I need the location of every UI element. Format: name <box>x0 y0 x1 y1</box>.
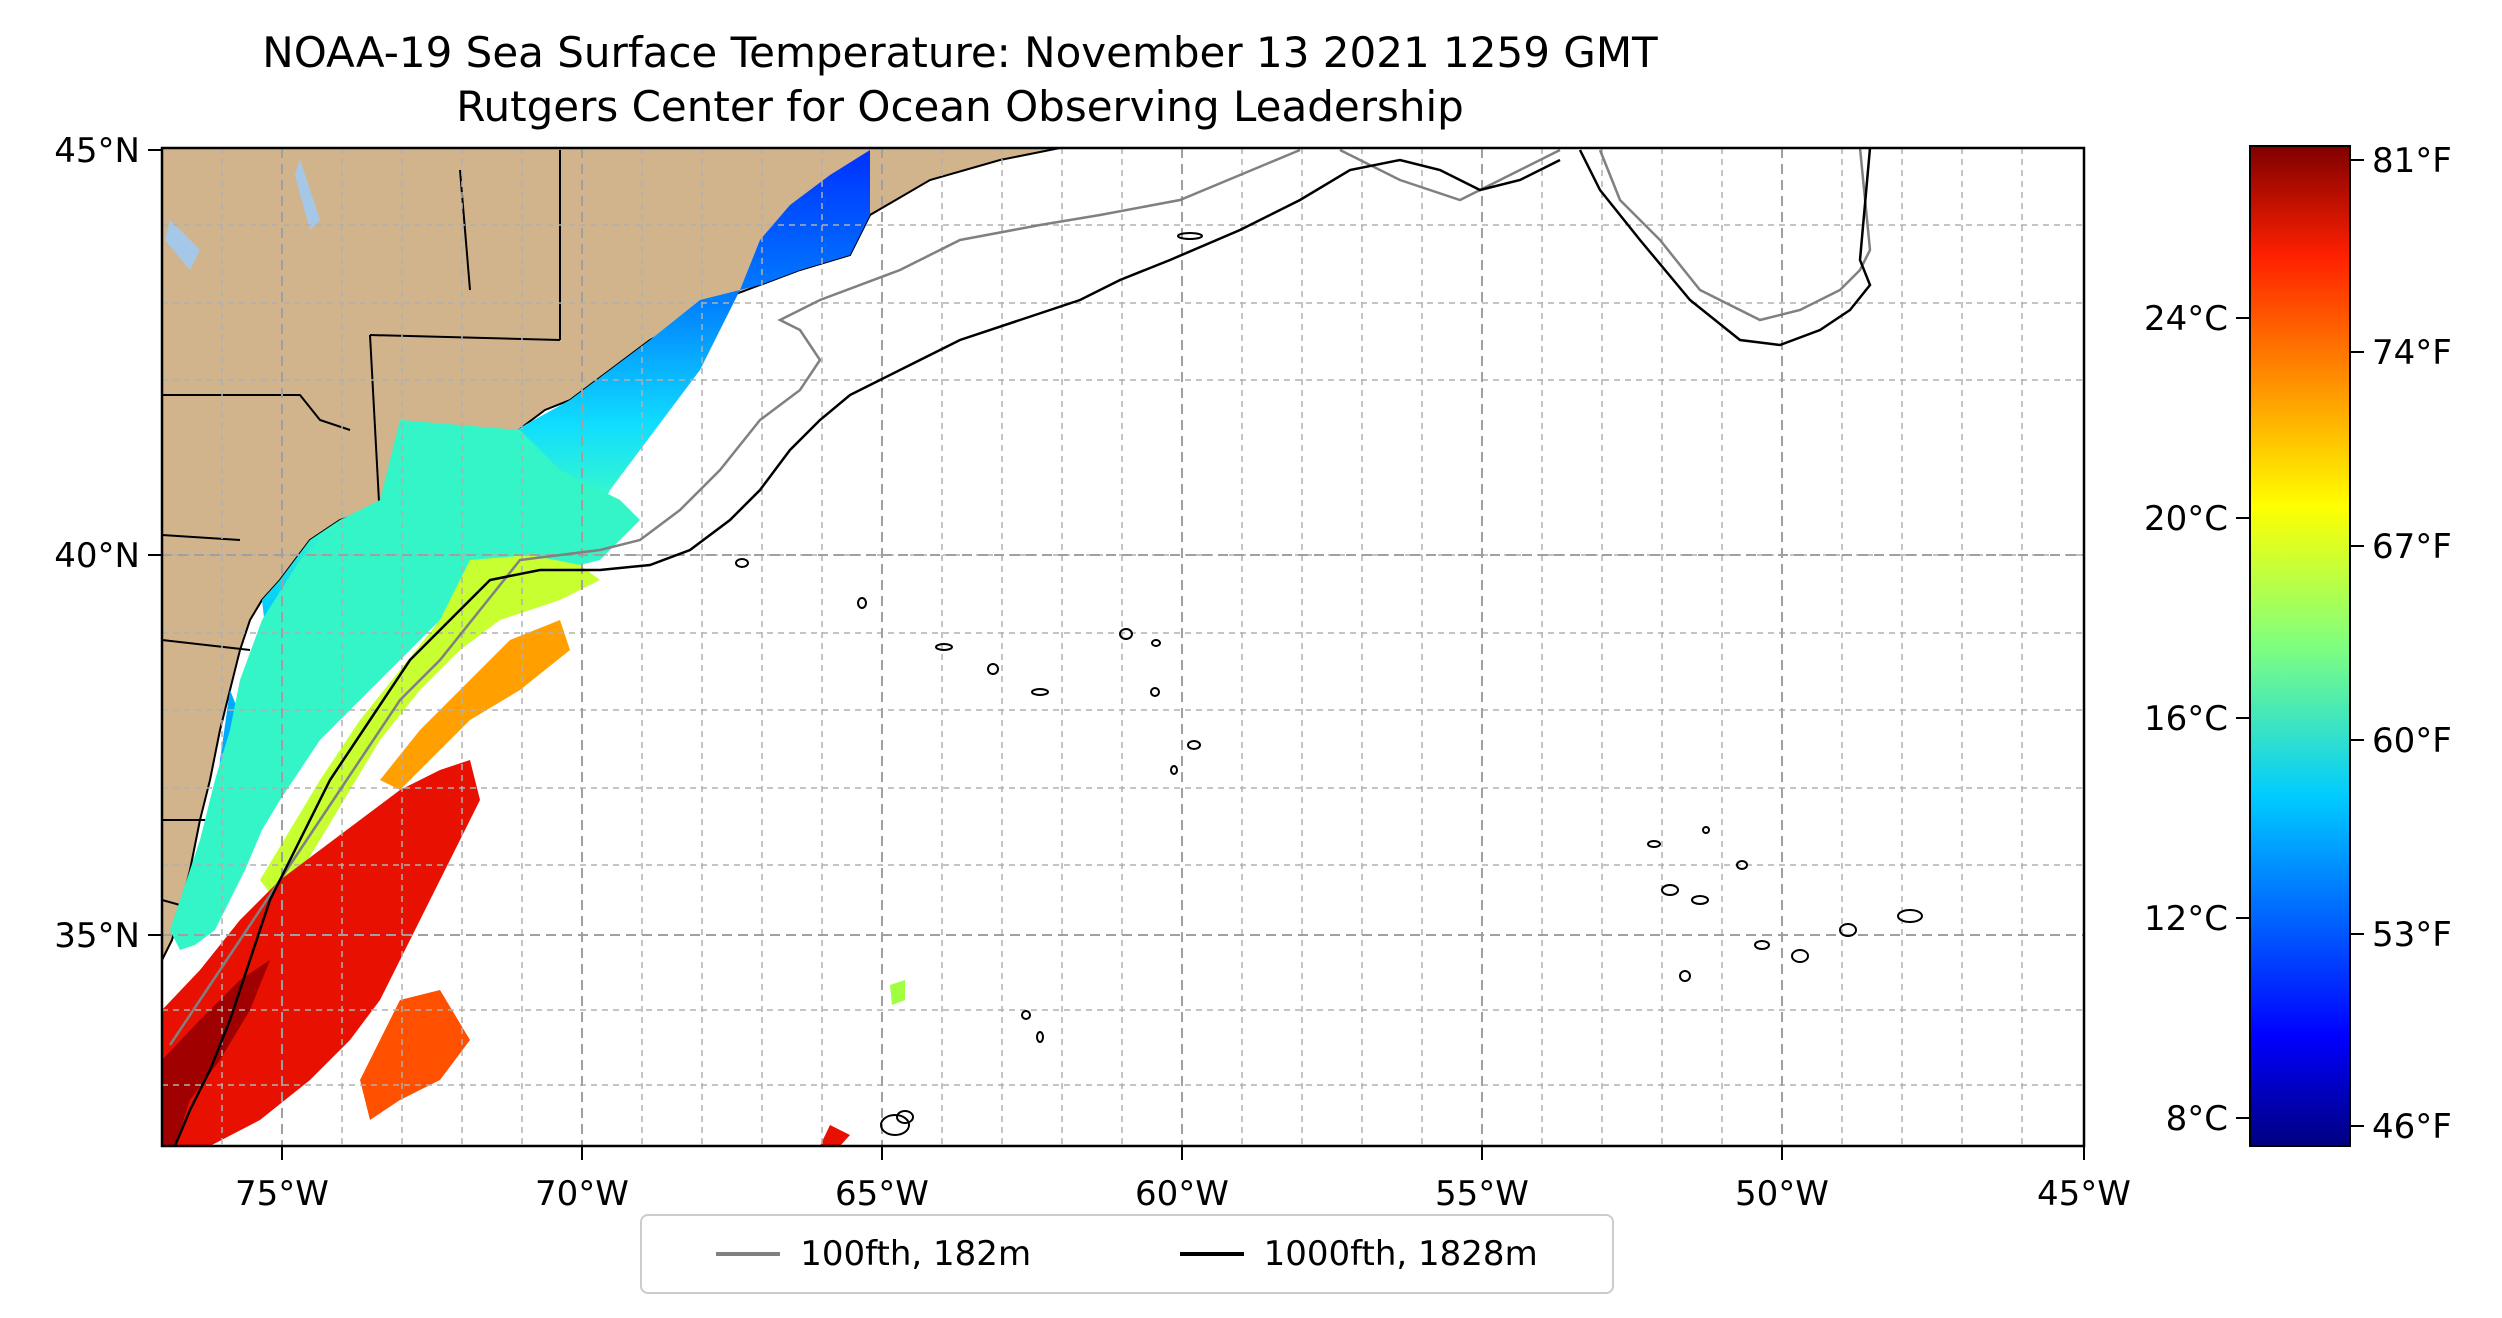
colorbar-ticks <box>2236 159 2364 1127</box>
colorbar-celsius-label: 12°C <box>2144 899 2228 939</box>
map-subtitle: Rutgers Center for Ocean Observing Leade… <box>456 82 1464 131</box>
map-frame <box>160 146 2086 1148</box>
colorbar-celsius-label: 16°C <box>2144 699 2228 739</box>
sst-shelf-region <box>170 420 640 950</box>
sst-eddy <box>360 990 470 1120</box>
legend-item-1000fth: 1000fth, 1828m <box>1179 1234 1538 1274</box>
lon-tick-label: 65°W <box>835 1174 929 1214</box>
map-title: NOAA-19 Sea Surface Temperature: Novembe… <box>262 28 1658 77</box>
colorbar-celsius-label: 24°C <box>2144 299 2228 339</box>
lon-tick-label: 70°W <box>535 1174 629 1214</box>
colorbar-fahrenheit-label: 67°F <box>2372 527 2452 567</box>
legend-item-100fth: 100fth, 182m <box>716 1234 1031 1274</box>
lon-tick-label: 45°W <box>2037 1174 2131 1214</box>
contour-legend: 100fth, 182m 1000fth, 1828m <box>640 1214 1614 1294</box>
colorbar-fahrenheit-label: 46°F <box>2372 1107 2452 1147</box>
legend-swatch-black <box>1179 1252 1244 1256</box>
colorbar-celsius-label: 20°C <box>2144 499 2228 539</box>
seamounts <box>735 232 1923 1136</box>
lon-tick-label: 60°W <box>1135 1174 1229 1214</box>
legend-label: 1000fth, 1828m <box>1263 1234 1538 1274</box>
colorbar-fahrenheit-label: 81°F <box>2372 141 2452 181</box>
sst-patch <box>890 980 905 1005</box>
colorbar-celsius-label: 8°C <box>2166 1099 2228 1139</box>
contour-1000fth <box>173 148 1872 1146</box>
colorbar-fahrenheit-label: 53°F <box>2372 915 2452 955</box>
lat-tick-label: 35°N <box>54 916 140 956</box>
sst-orange-band <box>380 620 570 790</box>
lat-tick-label: 45°N <box>54 131 140 171</box>
lon-tick-label: 75°W <box>235 1174 329 1214</box>
sst-eddy <box>820 1125 850 1146</box>
legend-swatch-gray <box>716 1252 781 1256</box>
legend-label: 100fth, 182m <box>800 1234 1032 1274</box>
lat-tick-label: 40°N <box>54 536 140 576</box>
lake <box>295 160 320 230</box>
colorbar-fahrenheit-label: 74°F <box>2372 333 2452 373</box>
contour-100fth <box>168 148 1872 1046</box>
axis-ticks <box>148 149 2085 1160</box>
lon-tick-label: 50°W <box>1735 1174 1829 1214</box>
colorbar-fahrenheit-label: 60°F <box>2372 721 2452 761</box>
lon-tick-label: 55°W <box>1435 1174 1529 1214</box>
sst-gulf-stream <box>162 760 480 1146</box>
lake <box>165 220 200 270</box>
colorbar <box>2249 145 2351 1147</box>
